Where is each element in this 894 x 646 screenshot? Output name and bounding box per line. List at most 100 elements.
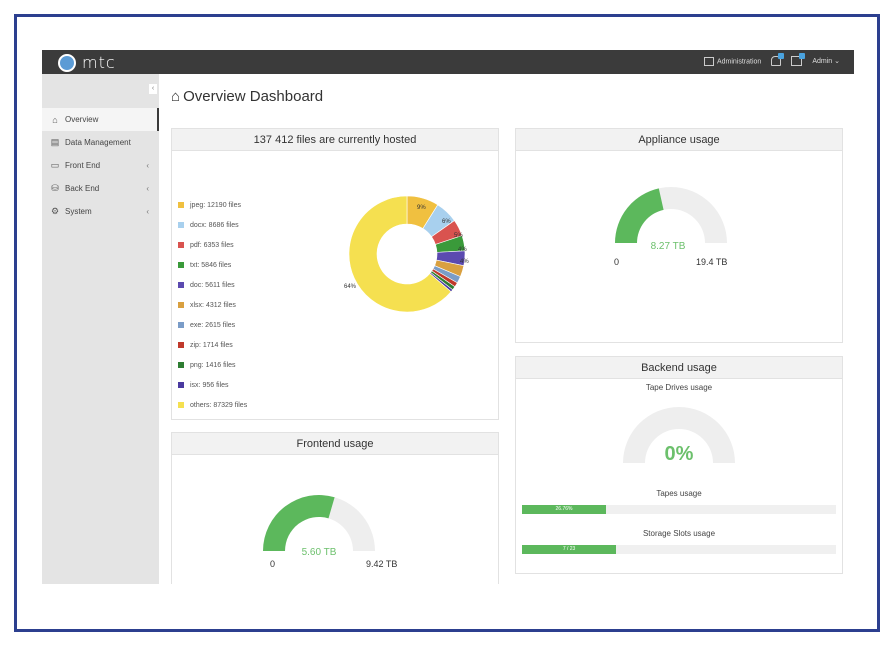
frontend-max: 9.42 TB	[366, 559, 398, 569]
top-right-menu: Administration Admin ⌄	[703, 53, 840, 66]
storage-slots-bar: 7 / 23	[522, 545, 836, 554]
sidebar-item-label: Front End	[65, 161, 101, 170]
backend-panel: Backend usage Tape Drives usage 0% Tapes…	[515, 356, 843, 574]
legend-label: xlsx: 4312 files	[190, 301, 236, 309]
chevron-left-icon: ‹	[146, 184, 149, 193]
legend-item[interactable]: txt: 5846 files	[178, 255, 247, 275]
legend-swatch	[178, 222, 184, 228]
legend-label: docx: 8686 files	[190, 221, 239, 229]
legend-item[interactable]: jpeg: 12190 files	[178, 195, 247, 215]
frontend-min: 0	[270, 559, 276, 569]
frontend-panel-title: Frontend usage	[172, 433, 498, 455]
tapes-usage-fill: 26.76%	[522, 505, 607, 514]
legend-item[interactable]: pdf: 6353 files	[178, 235, 247, 255]
legend-swatch	[178, 322, 184, 328]
legend-item[interactable]: zip: 1714 files	[178, 335, 247, 355]
files-panel-title: 137 412 files are currently hosted	[172, 129, 498, 151]
appliance-gauge	[615, 187, 727, 243]
slice-label-jpeg: 9%	[417, 205, 426, 211]
chevron-down-icon: ⌄	[834, 58, 840, 65]
slice-label-pdf: 5%	[454, 233, 463, 239]
tapes-usage-bar: 26.76%	[522, 505, 836, 514]
app-window: mtc Administration Admin ⌄ ‹ ⌂ Overview ▤ D…	[42, 50, 854, 584]
slice-label-docx: 6%	[442, 219, 451, 225]
appliance-panel: Appliance usage 0 19.4 TB 8.27 TB	[515, 128, 843, 343]
legend-label: jpeg: 12190 files	[190, 201, 241, 209]
calendar-badge	[799, 53, 806, 59]
legend-swatch	[178, 242, 184, 248]
logo[interactable]: mtc	[58, 53, 116, 72]
calendar-icon[interactable]	[791, 53, 806, 66]
notification-badge	[778, 53, 785, 59]
database-icon: ▤	[50, 137, 60, 147]
gear-icon: ⚙	[50, 206, 60, 216]
slice-label-doc: 4%	[460, 259, 469, 265]
top-bar: mtc Administration Admin ⌄	[42, 50, 854, 74]
sidebar-item-front-end[interactable]: ▭ Front End ‹	[42, 154, 159, 177]
administration-link[interactable]: Administration	[703, 56, 762, 66]
storage-slots-fill: 7 / 23	[522, 545, 617, 554]
legend-item[interactable]: docx: 8686 files	[178, 215, 247, 235]
sidebar-nav: ⌂ Overview ▤ Data Management ▭ Front End ‹ ⛁ Bac…	[42, 108, 159, 223]
legend-swatch	[178, 382, 184, 388]
chevron-left-icon: ‹	[146, 161, 149, 170]
sidebar-item-overview[interactable]: ⌂ Overview	[42, 108, 159, 131]
chevron-left-icon: ‹	[146, 207, 149, 216]
frontend-value: 5.60 TB	[301, 547, 337, 558]
sidebar-item-label: Back End	[65, 184, 100, 193]
legend-swatch	[178, 202, 184, 208]
legend-swatch	[178, 342, 184, 348]
legend-swatch	[178, 402, 184, 408]
logo-icon	[58, 53, 76, 72]
legend-swatch	[178, 262, 184, 268]
grid-icon	[703, 56, 714, 66]
legend-item[interactable]: exe: 2615 files	[178, 315, 247, 335]
logo-text: mtc	[82, 53, 116, 72]
legend-label: others: 87329 files	[190, 401, 248, 409]
files-panel: 137 412 files are currently hosted jpeg:…	[171, 128, 499, 420]
legend-item[interactable]: png: 1416 files	[178, 355, 247, 375]
storage-slots-label: Storage Slots usage	[642, 529, 716, 538]
appliance-min: 0	[614, 257, 620, 267]
page-title: ⌂ Overview Dashboard	[171, 88, 323, 105]
donut-slice-others[interactable]	[348, 195, 452, 313]
tape-drives-value: 0%	[664, 443, 694, 465]
tapes-usage-label: Tapes usage	[656, 489, 702, 498]
gauge-track	[623, 407, 735, 463]
sidebar-item-data-management[interactable]: ▤ Data Management	[42, 131, 159, 154]
appliance-panel-title: Appliance usage	[516, 129, 842, 151]
legend-item[interactable]: others: 87329 files	[178, 395, 247, 415]
legend-swatch	[178, 362, 184, 368]
frontend-panel: Frontend usage 0 9.42 TB 5.60 TB	[171, 432, 499, 584]
tape-drives-label: Tape Drives usage	[645, 383, 713, 392]
user-menu[interactable]: Admin ⌄	[812, 57, 840, 65]
appliance-max: 19.4 TB	[696, 257, 728, 267]
legend-label: isx: 956 files	[190, 381, 229, 389]
bell-icon[interactable]	[771, 53, 785, 66]
monitor-icon: ▭	[50, 160, 60, 170]
files-legend: jpeg: 12190 files docx: 8686 files pdf: 63…	[178, 195, 247, 415]
legend-label: exe: 2615 files	[190, 321, 236, 329]
legend-item[interactable]: xlsx: 4312 files	[178, 295, 247, 315]
gauge-fill	[615, 188, 664, 243]
frontend-gauge	[263, 495, 375, 551]
slice-label-txt: 4%	[458, 247, 467, 253]
legend-swatch	[178, 282, 184, 288]
legend-label: pdf: 6353 files	[190, 241, 234, 249]
files-donut-chart	[348, 195, 466, 313]
legend-item[interactable]: doc: 5611 files	[178, 275, 247, 295]
legend-swatch	[178, 302, 184, 308]
home-icon: ⌂	[171, 88, 181, 105]
administration-label: Administration	[716, 57, 762, 65]
slice-label-others: 64%	[344, 284, 357, 290]
sidebar: ‹ ⌂ Overview ▤ Data Management ▭ Front End ‹ ⛁ B…	[42, 74, 159, 584]
legend-label: doc: 5611 files	[190, 281, 235, 289]
sidebar-item-back-end[interactable]: ⛁ Back End ‹	[42, 177, 159, 200]
sidebar-item-label: Overview	[65, 115, 99, 124]
legend-item[interactable]: isx: 956 files	[178, 375, 247, 395]
gauge-fill	[263, 495, 335, 551]
collapse-sidebar-icon[interactable]: ‹	[149, 84, 157, 94]
sidebar-item-system[interactable]: ⚙ System ‹	[42, 200, 159, 223]
sidebar-item-label: System	[65, 207, 92, 216]
backend-panel-title: Backend usage	[516, 357, 842, 379]
